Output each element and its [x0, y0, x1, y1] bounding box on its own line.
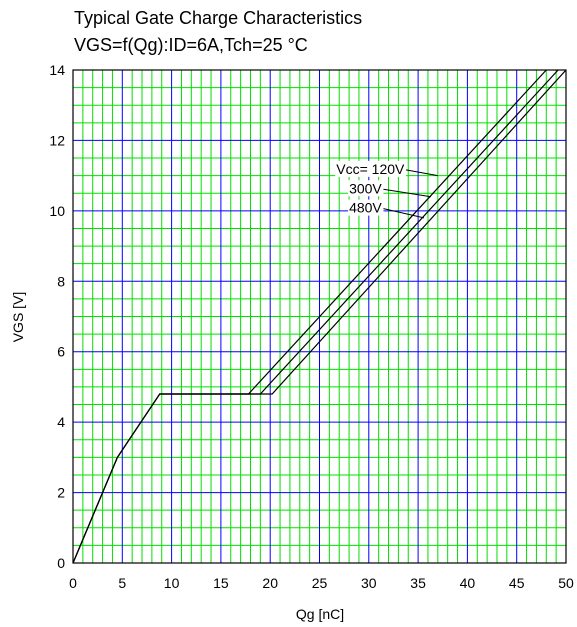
x-tick-label: 5: [118, 575, 126, 591]
annotation-leader-line: [383, 188, 431, 198]
annotation-label-bg: [348, 199, 384, 216]
x-tick-label: 15: [213, 575, 229, 591]
plot-border: [72, 69, 567, 564]
y-tick-label: 12: [49, 132, 65, 148]
x-axis-ticks: 0 5 10 15 20 25 30 35 40 45 50: [69, 575, 574, 591]
annotation-layer: Vcc= 120V 300V 480V: [335, 160, 438, 219]
y-axis-ticks: 0 2 4 6 8 10 12 14: [49, 62, 65, 571]
minor-grid: [73, 70, 566, 563]
series-line-3: [73, 70, 566, 563]
y-tick-label: 14: [49, 62, 65, 78]
x-tick-label: 40: [460, 575, 476, 591]
series-annotation-label: 480V: [349, 200, 382, 216]
x-tick-label: 45: [509, 575, 525, 591]
annotation-label-bg: [335, 160, 407, 177]
series-annotation-label: Vcc= 120V: [336, 161, 405, 177]
annotation-label-bg: [348, 180, 384, 197]
y-tick-label: 4: [57, 414, 65, 430]
x-tick-label: 0: [69, 575, 77, 591]
y-tick-label: 6: [57, 344, 65, 360]
y-tick-label: 10: [49, 203, 65, 219]
series-annotation-label: 300V: [349, 180, 382, 196]
x-tick-label: 10: [164, 575, 180, 591]
y-axis-label: VGS [V]: [10, 292, 26, 343]
x-tick-label: 20: [262, 575, 278, 591]
x-tick-label: 35: [410, 575, 426, 591]
y-tick-label: 2: [57, 485, 65, 501]
chart-subtitle: VGS=f(Qg):ID=6A,Tch=25 °C: [74, 35, 308, 55]
major-grid: [72, 69, 567, 564]
x-tick-label: 50: [558, 575, 574, 591]
chart-title: Typical Gate Charge Characteristics: [74, 8, 362, 28]
y-tick-label: 8: [57, 273, 65, 289]
x-tick-label: 25: [312, 575, 328, 591]
x-axis-label: Qg [nC]: [296, 606, 344, 622]
annotation-leader-line: [383, 208, 425, 219]
x-tick-label: 30: [361, 575, 377, 591]
annotation-leader-line: [405, 169, 438, 177]
y-tick-label: 0: [57, 555, 65, 571]
series-layer: [73, 70, 566, 563]
